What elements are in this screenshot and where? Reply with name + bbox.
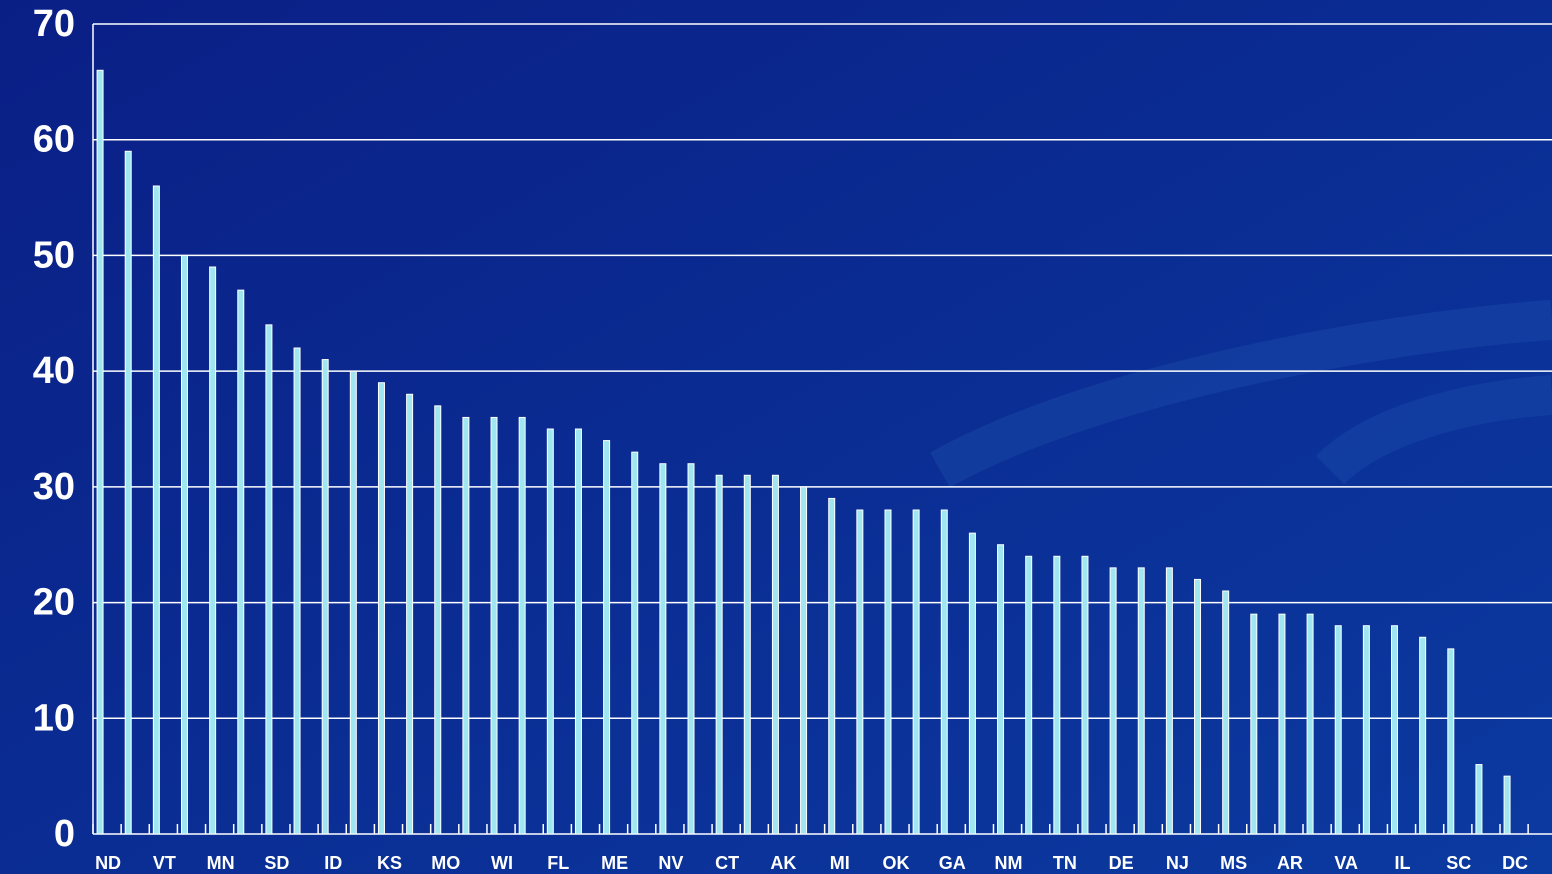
- x-tick-label: KS: [377, 853, 402, 873]
- bar: [603, 440, 611, 835]
- x-tick-label: NJ: [1166, 853, 1189, 873]
- bar: [997, 544, 1005, 835]
- bar: [1165, 567, 1173, 835]
- bar: [490, 416, 498, 835]
- x-tick-label: DC: [1502, 853, 1528, 873]
- x-tick-label: SD: [264, 853, 289, 873]
- bar: [1475, 764, 1483, 835]
- x-tick-label: WI: [491, 853, 513, 873]
- bar: [377, 382, 385, 835]
- bar: [743, 474, 751, 835]
- x-tick-label: MS: [1220, 853, 1247, 873]
- bar: [462, 416, 470, 835]
- bar: [1391, 625, 1399, 835]
- x-tick-label: VT: [153, 853, 176, 873]
- y-tick-label: 60: [33, 119, 75, 161]
- bar: [152, 185, 160, 835]
- bar: [1222, 590, 1230, 835]
- bar: [1306, 613, 1314, 835]
- bar: [1503, 775, 1511, 835]
- bar: [406, 393, 414, 835]
- bar: [349, 370, 357, 835]
- bar: [124, 150, 132, 835]
- bar: [1334, 625, 1342, 835]
- bar: [715, 474, 723, 835]
- x-tick-label: MI: [830, 853, 850, 873]
- bar: [293, 347, 301, 835]
- bar: [237, 289, 245, 835]
- bar: [434, 405, 442, 835]
- bar: [1081, 555, 1089, 835]
- bar: [574, 428, 582, 835]
- bar: [1109, 567, 1117, 835]
- y-tick-label: 50: [33, 234, 75, 276]
- x-tick-label: NM: [995, 853, 1023, 873]
- bar: [518, 416, 526, 835]
- y-tick-label: 20: [33, 582, 75, 624]
- bar: [1053, 555, 1061, 835]
- bar: [828, 497, 836, 835]
- bar: [1025, 555, 1033, 835]
- x-tick-label: IL: [1395, 853, 1411, 873]
- x-tick-label: FL: [547, 853, 569, 873]
- y-tick-label: 10: [33, 697, 75, 739]
- y-tick-label: 40: [33, 350, 75, 392]
- bar: [940, 509, 948, 835]
- bar: [912, 509, 920, 835]
- x-tick-label: AR: [1277, 853, 1303, 873]
- bar: [1447, 648, 1455, 835]
- x-tick-label: VA: [1334, 853, 1358, 873]
- bar: [546, 428, 554, 835]
- x-tick-label: ME: [601, 853, 628, 873]
- x-tick-label: AK: [770, 853, 796, 873]
- decoration: [930, 300, 1552, 488]
- bar: [321, 359, 329, 835]
- x-tick-label: MO: [431, 853, 460, 873]
- bar: [687, 463, 695, 835]
- bar: [856, 509, 864, 835]
- y-tick-label: 0: [54, 813, 75, 855]
- bar: [209, 266, 217, 835]
- bar: [659, 463, 667, 835]
- bar: [631, 451, 639, 835]
- bar: [1362, 625, 1370, 835]
- x-tick-label: MN: [207, 853, 235, 873]
- bar: [1137, 567, 1145, 835]
- x-tick-label: DE: [1109, 853, 1134, 873]
- bar: [800, 486, 808, 835]
- bar: [96, 69, 104, 835]
- x-tick-label: TN: [1053, 853, 1077, 873]
- bar: [265, 324, 273, 835]
- x-tick-label: NV: [658, 853, 683, 873]
- x-tick-label: SC: [1446, 853, 1471, 873]
- x-tick-label: OK: [882, 853, 909, 873]
- x-tick-label: GA: [939, 853, 966, 873]
- bar: [1194, 578, 1202, 835]
- bar: [1250, 613, 1258, 835]
- bar: [771, 474, 779, 835]
- y-tick-label: 70: [33, 3, 75, 45]
- bar: [1278, 613, 1286, 835]
- bar: [884, 509, 892, 835]
- bar: [968, 532, 976, 835]
- y-tick-label: 30: [33, 466, 75, 508]
- x-tick-label: ND: [95, 853, 121, 873]
- x-tick-label: CT: [715, 853, 739, 873]
- x-tick-label: ID: [324, 853, 342, 873]
- bar: [1419, 636, 1427, 835]
- bar: [180, 254, 188, 835]
